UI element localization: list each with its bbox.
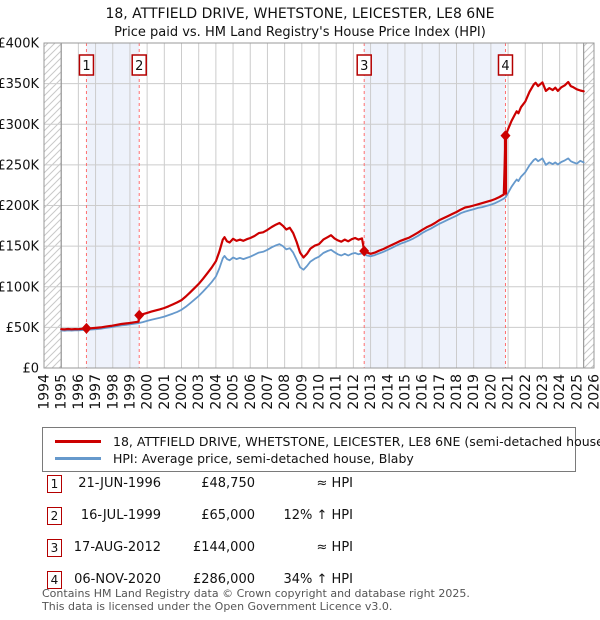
legend-item-hpi: HPI: Average price, semi-detached house,…	[55, 450, 569, 467]
transaction-row: 1 21-JUN-1996 £48,750 ≈ HPI	[47, 474, 353, 493]
transaction-number-badge: 2	[47, 506, 62, 525]
svg-text:£50K: £50K	[6, 321, 40, 336]
svg-text:2009: 2009	[294, 374, 310, 410]
legend-label-hpi: HPI: Average price, semi-detached house,…	[113, 451, 414, 466]
svg-text:3: 3	[360, 59, 368, 74]
svg-text:1995: 1995	[54, 374, 70, 410]
transaction-hpi-delta: ≈ HPI	[316, 476, 353, 491]
svg-text:1994: 1994	[37, 374, 53, 410]
sale-point	[359, 245, 370, 257]
plot-border	[43, 42, 595, 369]
sale-number-flags: 1 2 3 4	[78, 54, 514, 76]
transaction-number-badge: 1	[47, 474, 62, 493]
page-title: 18, ATTFIELD DRIVE, WHETSTONE, LEICESTER…	[105, 6, 495, 22]
hpi-line	[60, 157, 585, 332]
legend-item-property: 18, ATTFIELD DRIVE, WHETSTONE, LEICESTER…	[55, 433, 600, 450]
svg-text:£200K: £200K	[0, 199, 39, 214]
svg-text:£100K: £100K	[0, 280, 39, 295]
svg-text:2011: 2011	[329, 374, 345, 410]
transaction-price: £65,000	[201, 508, 255, 523]
blue-line-swatch	[55, 457, 101, 460]
red-line-swatch	[55, 440, 101, 443]
svg-text:2016: 2016	[415, 374, 431, 410]
svg-text:2006: 2006	[243, 374, 259, 410]
svg-text:2025: 2025	[569, 374, 585, 410]
svg-text:2003: 2003	[191, 374, 207, 410]
x-axis-labels: 1994 1995 1996 1997 1998 1999 2000 2001 2002 2003…	[37, 374, 600, 410]
svg-text:£300K: £300K	[0, 118, 39, 133]
svg-text:2019: 2019	[466, 374, 482, 410]
license-line-2: This data is licensed under the Open Gov…	[42, 599, 393, 613]
svg-text:2010: 2010	[312, 374, 328, 410]
license-note: Contains HM Land Registry data © Crown c…	[42, 587, 470, 613]
svg-text:2002: 2002	[174, 374, 190, 410]
svg-text:1997: 1997	[88, 374, 104, 410]
svg-text:2015: 2015	[397, 374, 413, 410]
legend-label-property: 18, ATTFIELD DRIVE, WHETSTONE, LEICESTER…	[113, 434, 600, 449]
svg-text:2026: 2026	[587, 374, 600, 410]
svg-text:2007: 2007	[260, 374, 276, 410]
svg-text:2020: 2020	[483, 374, 499, 410]
svg-text:2014: 2014	[380, 374, 396, 410]
svg-text:1998: 1998	[105, 374, 121, 410]
sale-point	[81, 322, 92, 334]
sale-point	[500, 130, 511, 142]
sale-point	[134, 309, 145, 321]
svg-text:£350K: £350K	[0, 77, 39, 92]
transaction-hpi-delta: ≈ HPI	[316, 540, 353, 555]
transaction-price: £286,000	[192, 572, 255, 587]
svg-text:2021: 2021	[501, 374, 517, 410]
svg-text:£150K: £150K	[0, 240, 39, 255]
transaction-date: 21-JUN-1996	[78, 476, 161, 491]
y-axis-labels: £0 £50K £100K £150K £200K £250K £300K £350K £400…	[0, 37, 39, 377]
svg-text:2013: 2013	[363, 374, 379, 410]
svg-text:4: 4	[501, 59, 509, 74]
transaction-row: 2 16-JUL-1999 £65,000 12% ↑ HPI	[47, 506, 353, 525]
svg-text:2004: 2004	[208, 374, 224, 410]
svg-text:2005: 2005	[226, 374, 242, 410]
sale-markers	[81, 130, 511, 334]
transaction-hpi-delta: 34% ↑ HPI	[283, 572, 353, 587]
chart-legend: 18, ATTFIELD DRIVE, WHETSTONE, LEICESTER…	[42, 427, 600, 472]
svg-text:£400K: £400K	[0, 37, 39, 52]
svg-text:2008: 2008	[277, 374, 293, 410]
svg-text:2024: 2024	[552, 374, 568, 410]
svg-text:£250K: £250K	[0, 158, 39, 173]
transaction-date: 17-AUG-2012	[73, 540, 161, 555]
price-history-chart: 1 2 3 4 £0 £50K £100K £150K £200K £250K £300K £350K…	[0, 37, 600, 410]
svg-text:2: 2	[135, 59, 143, 74]
price-paid-line	[60, 80, 585, 331]
svg-text:2012: 2012	[346, 374, 362, 410]
transaction-date: 16-JUL-1999	[80, 508, 161, 523]
svg-text:1: 1	[82, 59, 90, 74]
transactions-table: 1 21-JUN-1996 £48,750 ≈ HPI 2 16-JUL-199…	[47, 474, 353, 602]
transaction-hpi-delta: 12% ↑ HPI	[283, 508, 353, 523]
svg-text:1996: 1996	[71, 374, 87, 410]
svg-text:2018: 2018	[449, 374, 465, 410]
transaction-number-badge: 3	[47, 538, 62, 557]
svg-text:2001: 2001	[157, 374, 173, 410]
transaction-price: £48,750	[201, 476, 255, 491]
transaction-row: 3 17-AUG-2012 £144,000 ≈ HPI	[47, 538, 353, 557]
svg-text:1999: 1999	[122, 374, 138, 410]
transaction-date: 06-NOV-2020	[74, 572, 161, 587]
svg-text:2000: 2000	[140, 374, 156, 410]
transaction-price: £144,000	[192, 540, 255, 555]
license-line-1: Contains HM Land Registry data © Crown c…	[42, 587, 470, 600]
transaction-number-badge: 4	[47, 570, 62, 589]
svg-text:2017: 2017	[432, 374, 448, 410]
svg-text:2022: 2022	[518, 374, 534, 410]
svg-text:2023: 2023	[535, 374, 551, 410]
page-subtitle: Price paid vs. HM Land Registry's House …	[114, 25, 486, 40]
gridlines	[43, 42, 595, 369]
svg-text:£0: £0	[22, 362, 39, 377]
transaction-row: 4 06-NOV-2020 £286,000 34% ↑ HPI	[47, 570, 353, 589]
